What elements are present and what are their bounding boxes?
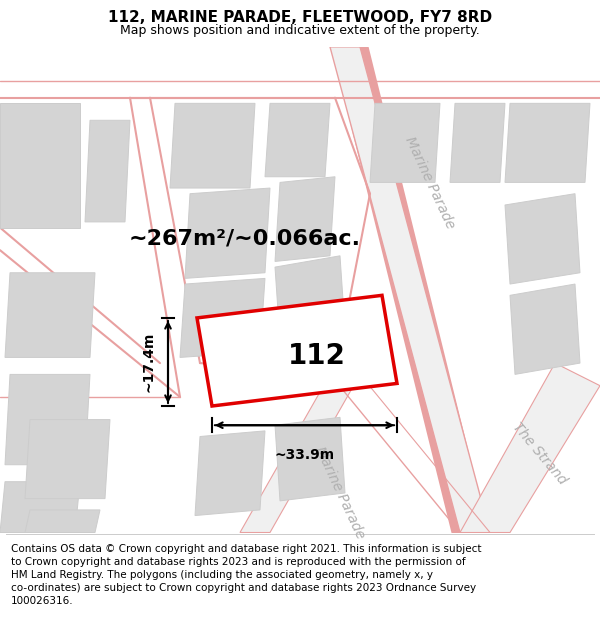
Text: Map shows position and indicative extent of the property.: Map shows position and indicative extent…	[120, 24, 480, 36]
Polygon shape	[370, 103, 440, 182]
Text: 112: 112	[288, 342, 346, 371]
Polygon shape	[197, 296, 397, 406]
Text: The Strand: The Strand	[510, 420, 570, 487]
Polygon shape	[275, 418, 345, 501]
Polygon shape	[0, 482, 80, 532]
Polygon shape	[5, 374, 90, 465]
Polygon shape	[25, 510, 100, 532]
Polygon shape	[505, 194, 580, 284]
Text: Marine Parade: Marine Parade	[403, 134, 458, 231]
Text: Contains OS data © Crown copyright and database right 2021. This information is : Contains OS data © Crown copyright and d…	[11, 544, 481, 606]
Polygon shape	[265, 103, 330, 177]
Polygon shape	[5, 272, 95, 358]
Polygon shape	[25, 419, 110, 499]
Polygon shape	[510, 284, 580, 374]
Polygon shape	[0, 103, 80, 228]
Polygon shape	[505, 103, 590, 182]
Polygon shape	[195, 431, 265, 516]
Text: 112, MARINE PARADE, FLEETWOOD, FY7 8RD: 112, MARINE PARADE, FLEETWOOD, FY7 8RD	[108, 10, 492, 25]
Polygon shape	[450, 103, 505, 182]
Polygon shape	[275, 256, 345, 341]
Polygon shape	[240, 374, 360, 532]
Polygon shape	[185, 188, 270, 278]
Text: Marine Parade: Marine Parade	[313, 444, 368, 541]
Polygon shape	[275, 177, 335, 261]
Polygon shape	[330, 47, 490, 532]
Text: ~33.9m: ~33.9m	[274, 448, 335, 462]
Polygon shape	[170, 103, 255, 188]
Text: ~17.4m: ~17.4m	[142, 332, 156, 392]
Polygon shape	[180, 278, 265, 358]
Text: ~267m²/~0.066ac.: ~267m²/~0.066ac.	[129, 229, 361, 249]
Polygon shape	[460, 363, 600, 532]
Polygon shape	[85, 120, 130, 222]
